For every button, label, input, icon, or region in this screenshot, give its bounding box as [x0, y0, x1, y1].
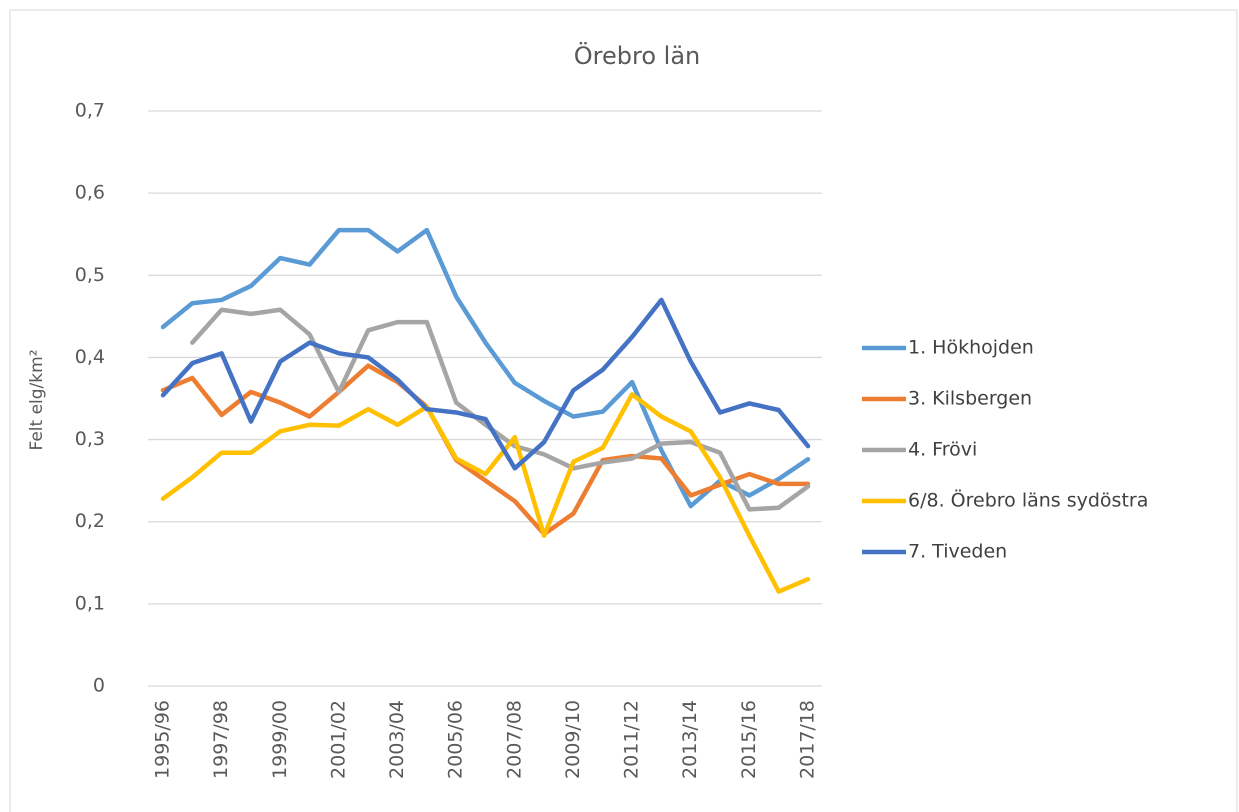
y-tick-label: 0,3 [75, 428, 105, 450]
legend-label: 1. Hökhojden [908, 337, 1034, 359]
legend-label: 3. Kilsbergen [908, 388, 1032, 410]
series-line [190, 307, 811, 512]
series-line [160, 227, 811, 509]
legend-label: 4. Frövi [908, 439, 977, 461]
y-tick-label: 0,1 [75, 592, 105, 614]
x-tick-label: 2003/04 [386, 700, 408, 779]
legend-label: 6/8. Örebro läns sydöstra [908, 489, 1148, 512]
y-tick-label: 0 [93, 675, 105, 697]
y-tick-label: 0,2 [75, 510, 105, 532]
x-tick-label: 2001/02 [327, 700, 349, 779]
x-tick-label: 1999/00 [269, 700, 291, 779]
y-tick-label: 0,4 [75, 346, 105, 368]
legend-label: 7. Tiveden [908, 541, 1007, 563]
series-line [160, 363, 811, 537]
x-tick-label: 2011/12 [621, 700, 643, 779]
x-tick-label: 1997/98 [210, 700, 232, 779]
y-tick-label: 0,5 [75, 264, 105, 286]
series-line [160, 297, 811, 471]
y-tick-label: 0,7 [75, 100, 105, 122]
y-axis-label: Felt elg/km² [27, 349, 47, 450]
x-tick-label: 2009/10 [562, 700, 584, 779]
x-tick-label: 1995/96 [152, 700, 174, 779]
x-tick-label: 2017/18 [797, 700, 819, 779]
x-tick-label: 2013/14 [679, 700, 701, 779]
x-tick-label: 2005/06 [445, 700, 467, 779]
x-tick-label: 2007/08 [503, 700, 525, 779]
series-line [160, 392, 811, 594]
x-tick-label: 2015/16 [738, 700, 760, 779]
y-tick-label: 0,6 [75, 182, 105, 204]
chart-title: Örebro län [574, 41, 700, 70]
